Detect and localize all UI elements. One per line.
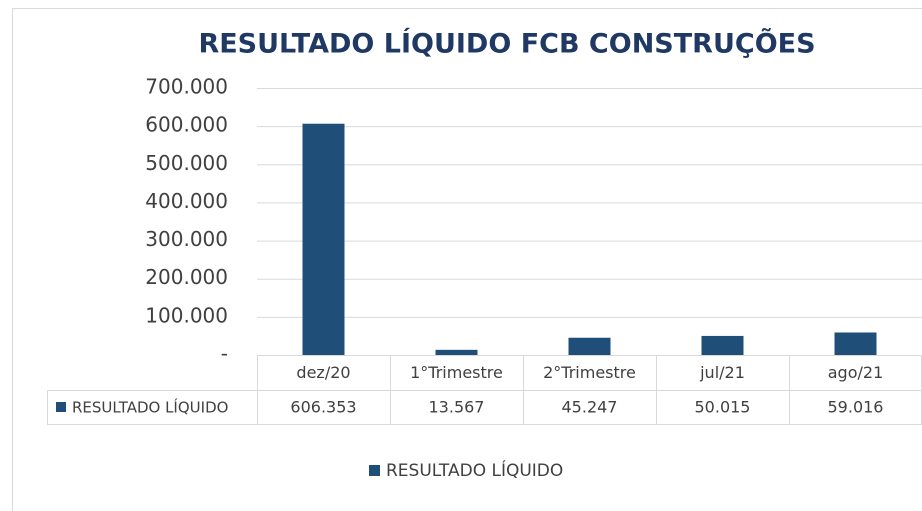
legend-key	[369, 465, 380, 476]
table-series-name: RESULTADO LÍQUIDO	[72, 398, 228, 417]
table-value: 59.016	[828, 398, 884, 417]
legend-label: RESULTADO LÍQUIDO	[386, 459, 563, 481]
y-tick-label: 100.000	[145, 303, 228, 327]
x-tick-label: jul/21	[699, 363, 745, 382]
y-tick-label: 400.000	[145, 189, 228, 213]
x-tick-label: ago/21	[828, 363, 884, 382]
bar	[834, 332, 877, 355]
bar	[568, 337, 611, 355]
table-value: 50.015	[695, 398, 751, 417]
y-tick-label: 700.000	[145, 75, 228, 99]
chart-title: RESULTADO LÍQUIDO FCB CONSTRUÇÕES	[198, 28, 815, 60]
y-tick-label: 600.000	[145, 113, 228, 137]
y-tick-label: 200.000	[145, 265, 228, 289]
table-value: 45.247	[562, 398, 618, 417]
bar	[701, 335, 744, 355]
x-tick-label: 2°Trimestre	[543, 363, 636, 382]
table-value: 606.353	[290, 398, 356, 417]
x-tick-label: dez/20	[296, 363, 350, 382]
y-tick-label: 300.000	[145, 227, 228, 251]
bar	[302, 123, 345, 356]
table-value: 13.567	[429, 398, 485, 417]
chart-border	[12, 8, 922, 511]
y-tick-label: -	[221, 342, 228, 366]
x-tick-label: 1°Trimestre	[410, 363, 503, 382]
table-legend-key	[56, 402, 66, 412]
y-tick-label: 500.000	[145, 151, 228, 175]
bar	[435, 349, 478, 355]
